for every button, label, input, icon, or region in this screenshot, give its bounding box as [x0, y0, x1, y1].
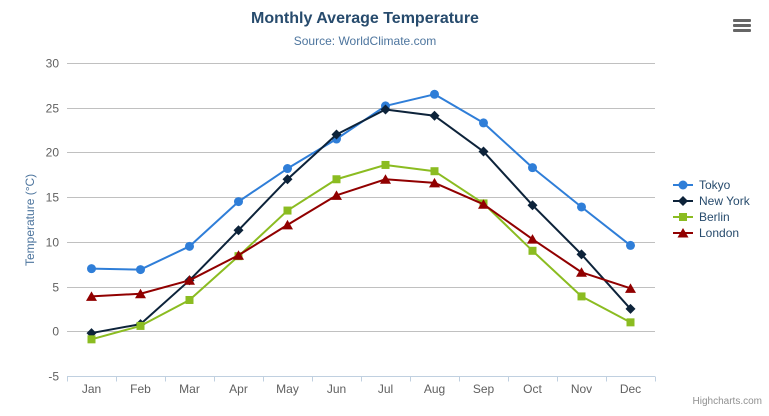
- data-point-marker[interactable]: [576, 267, 587, 277]
- data-point-marker[interactable]: [331, 129, 342, 140]
- data-point-marker[interactable]: [185, 241, 194, 251]
- x-axis-label: Mar: [179, 382, 200, 396]
- data-point-marker[interactable]: [626, 240, 635, 250]
- data-point-marker[interactable]: [625, 303, 636, 314]
- y-axis-label: 20: [46, 146, 60, 160]
- legend-label: London: [699, 226, 740, 240]
- legend-item-berlin[interactable]: Berlin: [672, 209, 750, 225]
- series-line[interactable]: [91, 93, 632, 271]
- data-point-marker[interactable]: [135, 288, 146, 299]
- x-axis-label: Jul: [378, 382, 393, 396]
- y-axis-label: 25: [46, 102, 60, 116]
- data-point-marker[interactable]: [528, 163, 537, 173]
- data-point-marker[interactable]: [626, 318, 635, 327]
- square-legend-icon: [673, 213, 693, 221]
- y-axis-label: 10: [46, 236, 60, 250]
- data-point-marker[interactable]: [381, 160, 390, 169]
- x-axis-label: Apr: [229, 382, 248, 396]
- data-point-marker[interactable]: [331, 190, 342, 200]
- triangle-legend-icon: [673, 228, 693, 238]
- series-new-york[interactable]: [86, 104, 636, 339]
- data-point-marker[interactable]: [136, 321, 145, 330]
- export-menu-button[interactable]: [730, 14, 754, 36]
- data-point-marker[interactable]: [234, 197, 243, 207]
- series-london[interactable]: [86, 174, 636, 301]
- data-point-marker[interactable]: [625, 283, 636, 293]
- data-point-marker[interactable]: [87, 264, 96, 274]
- y-axis-label: 0: [52, 325, 59, 339]
- data-point-marker[interactable]: [679, 213, 687, 221]
- data-point-marker[interactable]: [429, 177, 440, 188]
- x-axis-label: Oct: [523, 382, 542, 396]
- data-point-marker[interactable]: [380, 174, 391, 184]
- data-point-marker[interactable]: [527, 234, 538, 244]
- credits-link[interactable]: Highcharts.com: [692, 396, 762, 407]
- data-point-marker[interactable]: [528, 246, 537, 255]
- x-axis-label: Jun: [327, 382, 346, 396]
- data-point-marker[interactable]: [678, 196, 688, 206]
- data-point-marker[interactable]: [233, 225, 244, 236]
- data-point-marker[interactable]: [233, 250, 244, 260]
- x-axis-label: May: [276, 382, 299, 396]
- legend: Tokyo New York Berlin London: [672, 177, 750, 241]
- y-axis-label: 15: [46, 191, 60, 205]
- data-point-marker[interactable]: [282, 219, 293, 230]
- x-axis-label: Sep: [473, 382, 495, 396]
- data-point-marker[interactable]: [678, 180, 688, 190]
- data-point-marker[interactable]: [185, 295, 194, 304]
- data-point-marker[interactable]: [282, 174, 293, 185]
- legend-item-tokyo[interactable]: Tokyo: [672, 177, 750, 193]
- data-point-marker[interactable]: [576, 249, 587, 260]
- legend-item-london[interactable]: London: [672, 225, 750, 241]
- data-point-marker[interactable]: [478, 199, 489, 209]
- data-point-marker[interactable]: [87, 335, 96, 344]
- data-point-marker[interactable]: [283, 164, 292, 174]
- data-point-marker[interactable]: [478, 146, 489, 157]
- diamond-legend-icon: [673, 196, 693, 206]
- series-line[interactable]: [91, 178, 631, 298]
- data-point-marker[interactable]: [430, 167, 439, 176]
- legend-item-new-york[interactable]: New York: [672, 193, 750, 209]
- data-point-marker[interactable]: [86, 291, 97, 301]
- data-point-marker[interactable]: [283, 206, 292, 215]
- data-point-marker[interactable]: [479, 118, 488, 128]
- data-point-marker[interactable]: [577, 292, 586, 301]
- chart-title: Monthly Average Temperature: [251, 10, 479, 27]
- series-line[interactable]: [91, 163, 631, 341]
- data-point-marker[interactable]: [430, 89, 439, 99]
- x-axis-label: Feb: [130, 382, 151, 396]
- y-axis-title: Temperature (°C): [23, 173, 37, 267]
- data-point-marker[interactable]: [184, 275, 195, 285]
- series-line[interactable]: [91, 108, 632, 335]
- data-point-marker[interactable]: [577, 202, 586, 212]
- data-point-marker[interactable]: [527, 200, 538, 211]
- legend-label: Berlin: [699, 210, 730, 224]
- x-axis-label: Jan: [82, 382, 101, 396]
- circle-legend-icon: [673, 180, 693, 190]
- x-axis-label: Nov: [571, 382, 592, 396]
- x-axis-label: Dec: [620, 382, 641, 396]
- data-point-marker[interactable]: [332, 175, 341, 184]
- chart-subtitle: Source: WorldClimate.com: [293, 34, 437, 48]
- legend-label: Tokyo: [699, 178, 731, 192]
- y-axis-label: 30: [46, 57, 60, 71]
- y-axis-label: -5: [48, 370, 59, 384]
- series-tokyo[interactable]: [87, 89, 635, 275]
- x-axis-label: Aug: [424, 382, 445, 396]
- data-point-marker[interactable]: [677, 228, 689, 238]
- data-point-marker[interactable]: [136, 265, 145, 275]
- legend-label: New York: [699, 194, 750, 208]
- y-axis-label: 5: [52, 281, 59, 295]
- data-point-marker[interactable]: [380, 104, 391, 115]
- data-point-marker[interactable]: [429, 110, 440, 121]
